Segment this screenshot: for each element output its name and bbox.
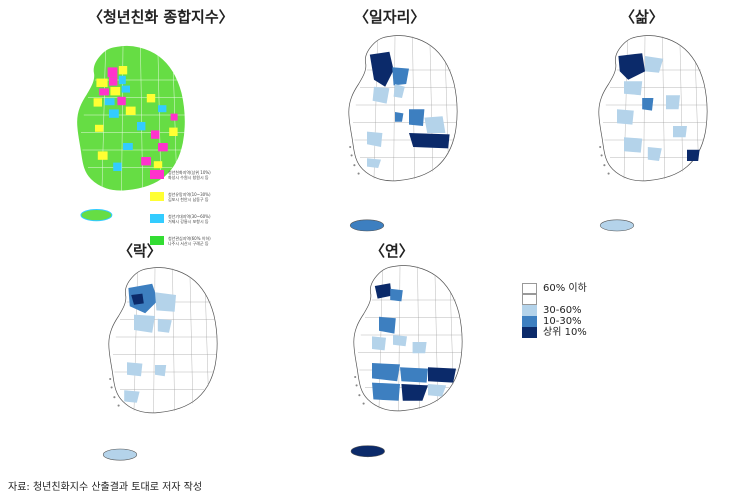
relation-map-title: 〈연〉 [370,242,414,260]
composite-legend: 청년친화지역(상위 10%) 화성시 수원시 창원시 등 청년유망지역(10~3… [150,170,230,258]
legend-text: 청년기대지역(30~60%) 거제시 강릉시 포항시 등 [168,214,211,224]
composite-legend-item: 청년친화지역(상위 10%) 화성시 수원시 창원시 등 [150,170,230,192]
legend-label: 30-60% [543,305,582,316]
legend-swatch [522,283,537,294]
legend-swatch [150,170,164,179]
jeju-island [350,445,385,458]
composite-legend-item: 청년관심지역(60% 이하) 나주시 서산시 구례군 등 [150,236,230,258]
jobs-map [348,35,458,232]
source-note: 자료: 청년친화지수 산출결과 토대로 저자 작성 [8,482,203,493]
legend-swatch [150,192,164,201]
composite-legend-item: 청년유망지역(10~30%) 김포시 천안시 남동구 등 [150,192,230,214]
jeju-island [80,208,113,222]
leisure-map [102,267,218,461]
legend-swatch [150,236,164,245]
legend-label: 60% 이하 [543,283,587,294]
legend-text: 청년친화지역(상위 10%) 화성시 수원시 창원시 등 [168,170,211,180]
legend-swatch [522,305,537,316]
relation-map [350,265,463,458]
legend-swatch [522,316,537,327]
legend-swatch [150,214,164,223]
legend-swatch [522,294,537,305]
life-map [598,35,708,232]
jobs-map-title: 〈일자리〉 [354,8,426,26]
legend-label: 10-30% [543,316,582,327]
composite-index-map [76,45,186,222]
life-map-title: 〈삶〉 [620,8,664,26]
korea-landmass [348,35,458,182]
legend-label: 상위 10% [543,327,587,338]
jeju-island [599,219,635,232]
jeju-island [102,448,138,461]
composite-legend-item: 청년기대지역(30~60%) 거제시 강릉시 포항시 등 [150,214,230,236]
composite-map-title: 〈청년친화 종합지수〉 [88,8,234,26]
jeju-island [349,219,385,232]
legend-text: 청년관심지역(60% 이하) 나주시 서산시 구례군 등 [168,236,211,246]
leisure-map-title: 〈락〉 [118,242,162,260]
legend-text: 청년유망지역(10~30%) 김포시 천안시 남동구 등 [168,192,211,202]
legend-swatch [522,327,537,338]
